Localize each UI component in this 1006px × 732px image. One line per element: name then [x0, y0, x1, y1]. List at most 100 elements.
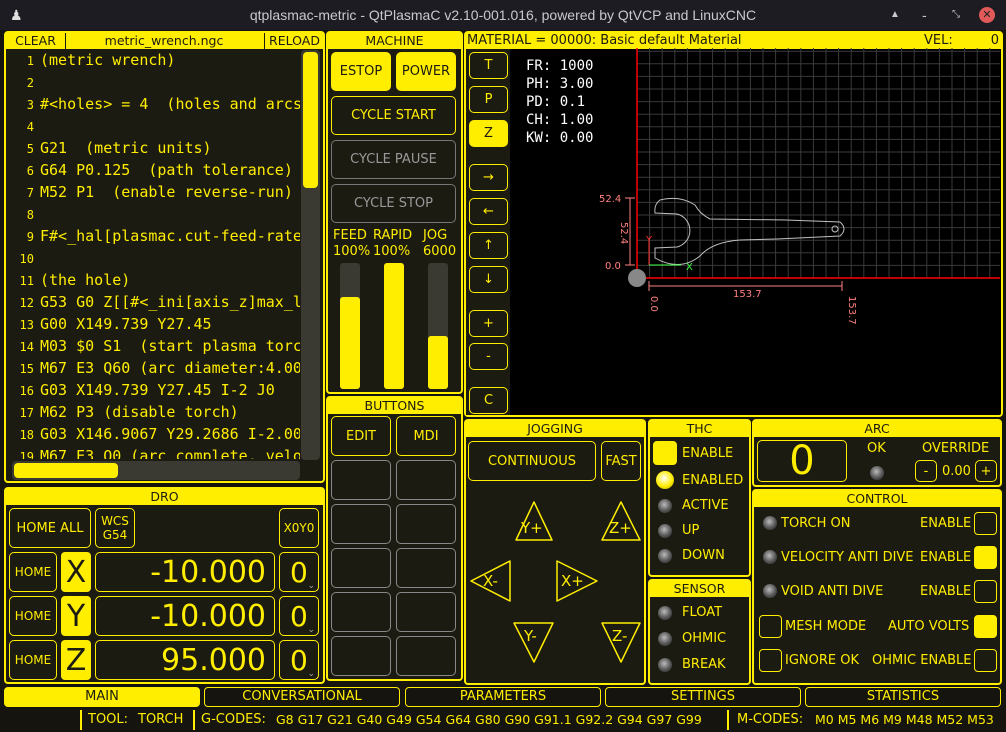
home-z-button[interactable]: HOME — [9, 640, 57, 680]
power-button[interactable]: POWER — [396, 52, 456, 91]
view-button-9[interactable]: C — [469, 387, 508, 414]
user-button[interactable] — [396, 548, 456, 588]
ohmic-enable-checkbox[interactable] — [974, 649, 997, 672]
view-button-5[interactable]: ↑ — [469, 232, 508, 259]
thc-enabled-label: ENABLED — [682, 473, 744, 488]
minimize-icon[interactable]: - — [922, 7, 927, 23]
tab-parameters[interactable]: PARAMETERS — [405, 687, 601, 707]
mcodes-value: M0 M5 M6 M9 M48 M52 M53 — [815, 712, 994, 727]
clear-button[interactable]: CLEAR — [6, 33, 66, 49]
rapid-slider[interactable] — [384, 263, 404, 389]
vertical-scrollbar[interactable] — [301, 50, 320, 460]
jog-fast-button[interactable]: FAST — [601, 441, 641, 481]
view-button-3[interactable]: → — [469, 164, 508, 191]
vad-enable-checkbox[interactable] — [974, 546, 997, 569]
user-button[interactable] — [331, 460, 391, 500]
dro-y-offset-select[interactable]: 0 ⌄ — [279, 596, 319, 636]
user-button[interactable] — [396, 504, 456, 544]
maximize-icon[interactable]: ⤡ — [952, 9, 960, 20]
keep-above-icon[interactable]: ▲ — [890, 9, 900, 20]
view-button-1[interactable]: P — [469, 86, 508, 113]
tab-settings[interactable]: SETTINGS — [605, 687, 801, 707]
estop-button[interactable]: ESTOP — [331, 52, 391, 91]
gcode-line: 17 M62 P3 (disable torch) — [10, 401, 239, 423]
x-min-dimension: 0.0 — [648, 296, 659, 312]
cycle-start-button[interactable]: CYCLE START — [331, 96, 456, 135]
break-led — [658, 658, 672, 672]
override-minus-button[interactable]: - — [915, 460, 937, 482]
ignore-ok-checkbox[interactable] — [759, 649, 782, 672]
home-y-button[interactable]: HOME — [9, 596, 57, 636]
view-button-8[interactable]: - — [469, 343, 508, 370]
cut-parameter: PD: 0.1 — [526, 94, 586, 110]
view-button-0[interactable]: T — [469, 52, 508, 79]
sensor-header: SENSOR — [650, 581, 749, 597]
line-number: 17 — [19, 406, 34, 420]
home-x-button[interactable]: HOME — [9, 552, 57, 592]
jog-slider[interactable] — [428, 263, 448, 389]
torch-enable-checkbox[interactable] — [974, 512, 997, 535]
view-button-4[interactable]: ← — [469, 198, 508, 225]
user-button[interactable] — [331, 504, 391, 544]
line-text: F#<_hal[plasmac.cut-feed-rate] — [40, 227, 300, 245]
feed-slider-label: FEED — [333, 228, 367, 243]
cycle-stop-button[interactable]: CYCLE STOP — [331, 184, 456, 223]
view-button-6[interactable]: ↓ — [469, 266, 508, 293]
tab-statistics[interactable]: STATISTICS — [805, 687, 1001, 707]
horizontal-scrollbar-thumb[interactable] — [14, 463, 118, 478]
torch-enable-label: ENABLE — [920, 516, 972, 531]
line-number: 7 — [26, 186, 34, 200]
jog-x-plus-button[interactable]: X+ — [561, 572, 584, 590]
line-text: M03 $0 S1 (start plasma torch — [40, 337, 300, 355]
auto-volts-checkbox[interactable] — [974, 615, 997, 638]
thc-up-label: UP — [682, 523, 700, 538]
window-title: qtplasmac-metric - QtPlasmaC v2.10-001.0… — [249, 7, 757, 23]
view-button-7[interactable]: + — [469, 310, 508, 337]
view-button-2[interactable]: Z — [469, 120, 508, 147]
edit-button[interactable]: EDIT — [331, 416, 391, 456]
gcode-editor[interactable]: 1 (metric wrench) 2 3 #<holes> = 4 (holes an… — [6, 49, 300, 459]
jog-z-plus-button[interactable]: Z+ — [609, 519, 632, 537]
jog-x-minus-button[interactable]: X- — [483, 572, 498, 590]
user-button[interactable] — [331, 548, 391, 588]
dro-x-offset-select[interactable]: 0 ⌄ — [279, 552, 319, 592]
jog-z-minus-button[interactable]: Z- — [612, 627, 628, 645]
cycle-pause-button[interactable]: CYCLE PAUSE — [331, 140, 456, 179]
jog-slider-fill — [428, 336, 448, 389]
tab-conversational[interactable]: CONVERSATIONAL — [204, 687, 400, 707]
close-icon[interactable]: ✕ — [979, 7, 995, 23]
mesh-mode-checkbox[interactable] — [759, 615, 782, 638]
jog-y-minus-button[interactable]: Y- — [524, 627, 537, 645]
thc-enable-checkbox[interactable] — [653, 441, 677, 465]
jog-mode-button[interactable]: CONTINUOUS — [468, 441, 596, 481]
vertical-scrollbar-thumb[interactable] — [303, 52, 318, 188]
user-button[interactable] — [396, 460, 456, 500]
reload-button[interactable]: RELOAD — [264, 33, 324, 49]
override-plus-button[interactable]: + — [975, 460, 997, 482]
jog-y-plus-button[interactable]: Y+ — [521, 519, 543, 537]
dro-z-offset-select[interactable]: 0 ⌄ — [279, 640, 319, 680]
user-button[interactable] — [331, 636, 391, 676]
user-button[interactable] — [396, 636, 456, 676]
line-text: G00 X149.739 Y27.45 — [40, 315, 212, 333]
line-number: 9 — [26, 230, 34, 244]
tab-main[interactable]: MAIN — [4, 687, 200, 707]
break-label: BREAK — [682, 657, 726, 672]
x0y0-button[interactable]: X0Y0 — [279, 508, 319, 548]
x-size-dimension: 153.7 — [733, 289, 762, 300]
void-enable-checkbox[interactable] — [974, 580, 997, 603]
torch-on-led — [763, 516, 777, 530]
tool-label: TOOL: — [88, 712, 129, 727]
arc-ok-led — [870, 466, 884, 480]
mdi-button[interactable]: MDI — [396, 416, 456, 456]
user-button[interactable] — [331, 592, 391, 632]
thc-enable-label: ENABLE — [682, 446, 734, 461]
horizontal-scrollbar[interactable] — [12, 461, 300, 480]
feed-slider[interactable] — [340, 263, 360, 389]
line-number: 2 — [26, 76, 34, 90]
toolpath-preview[interactable]: Y X 52.4 0.0 52.4 153.7 0.0 153.7 — [510, 48, 1000, 415]
wcs-button[interactable]: WCS G54 — [95, 508, 135, 548]
home-all-button[interactable]: HOME ALL — [9, 508, 91, 548]
ignore-ok-label: IGNORE OK — [785, 653, 860, 668]
user-button[interactable] — [396, 592, 456, 632]
